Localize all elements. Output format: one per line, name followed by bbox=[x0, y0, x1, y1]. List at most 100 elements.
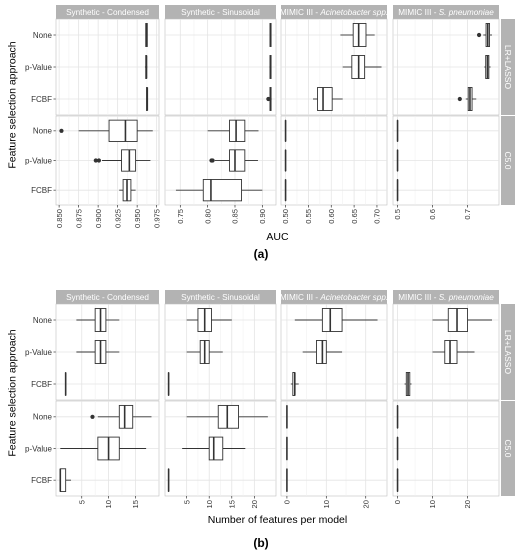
chart-a-xlabel: AUC bbox=[266, 231, 289, 243]
chart-a-column-label: MIMIC III - S. pneumoniae bbox=[398, 8, 494, 17]
chart-a-x-tick-label: 0.90 bbox=[258, 209, 267, 224]
chart-b-column-label-part: MIMIC III - bbox=[280, 293, 320, 302]
chart-a-panel-1-1 bbox=[164, 115, 277, 206]
chart-b-x-tick-label: 15 bbox=[227, 500, 236, 508]
chart-b-box-iqr bbox=[321, 308, 343, 332]
chart-b-x-tick-label: 20 bbox=[361, 500, 370, 508]
chart-a-panel-0-2 bbox=[280, 18, 388, 116]
chart-b-column-label: MIMIC III - Acinetobacter spp. bbox=[280, 293, 388, 302]
chart-b-box-p-value bbox=[302, 340, 343, 364]
chart-b-panel-0-2 bbox=[280, 303, 388, 401]
chart-a-column-strip bbox=[165, 5, 276, 19]
chart-a-column-label-part: Synthetic - Condensed bbox=[66, 8, 149, 17]
chart-a-x-tick-label: 0.900 bbox=[94, 209, 103, 228]
chart-a-x-tick-label: 0.75 bbox=[176, 209, 185, 224]
chart-b-outlier-point bbox=[90, 414, 95, 419]
chart-a-box-p-value bbox=[93, 149, 151, 172]
chart-b-column-label: Synthetic - Sinusoidal bbox=[181, 293, 260, 302]
chart-a-outlier-point bbox=[93, 158, 98, 163]
chart-a-category-label: FCBF bbox=[31, 95, 52, 104]
chart-a-outlier-point bbox=[210, 158, 215, 163]
chart-b-x-tick-label: 10 bbox=[322, 500, 331, 508]
chart-b-category-label: p-Value bbox=[25, 444, 53, 453]
chart-a-column-label: Synthetic - Condensed bbox=[66, 8, 149, 17]
chart-a-column-strip bbox=[56, 5, 159, 19]
chart-a-x-tick-label: 0.950 bbox=[133, 209, 142, 228]
chart-a-outlier-point bbox=[457, 96, 462, 102]
chart-b-column-strip bbox=[393, 290, 499, 304]
chart-a-category-label: None bbox=[33, 127, 53, 136]
chart-a-x-tick-label: 0.6 bbox=[428, 209, 437, 220]
chart-a-box-fcbf bbox=[119, 179, 136, 202]
chart-a-x-tick-label: 0.975 bbox=[152, 209, 161, 228]
chart-b-box-fcbf bbox=[290, 372, 299, 396]
chart-b-box-none bbox=[432, 308, 493, 332]
chart-a-box-none bbox=[269, 23, 272, 47]
chart-b-box-iqr bbox=[444, 340, 458, 364]
chart-b-box-iqr bbox=[208, 436, 224, 461]
chart-a-row-strip bbox=[501, 116, 515, 205]
chart-b-row-label: C5.0 bbox=[503, 440, 513, 458]
chart-a-panel-1-2 bbox=[280, 115, 388, 206]
chart-a-box-iqr bbox=[317, 87, 333, 111]
panel-b-label: (b) bbox=[253, 536, 268, 550]
chart-b-column-label-part: MIMIC III - bbox=[398, 293, 438, 302]
chart-a-row-label: LR+LASSO bbox=[503, 45, 513, 90]
chart-b-x-tick-label: 10 bbox=[104, 500, 113, 508]
chart-b-panel-0-3 bbox=[392, 303, 500, 401]
chart-a-row-strip bbox=[501, 19, 515, 115]
chart-b-x-tick-label: 10 bbox=[428, 500, 437, 508]
chart-a-outlier-point bbox=[59, 128, 64, 133]
chart-b-box-iqr bbox=[447, 308, 468, 332]
chart-a-x-tick-label: 0.925 bbox=[113, 209, 122, 228]
chart-a-panel-1-0 bbox=[55, 115, 160, 206]
chart-b-column-label: MIMIC III - S. pneumoniae bbox=[398, 293, 494, 302]
chart-b-box-none bbox=[186, 404, 268, 429]
chart-a-column-label-part: Synthetic - Sinusoidal bbox=[181, 8, 260, 17]
chart-a-column-label-part: S. pneumoniae bbox=[439, 8, 495, 17]
chart-a-category-label: None bbox=[33, 31, 53, 40]
chart-b-box-none bbox=[76, 308, 120, 332]
chart-a-box-iqr bbox=[352, 23, 367, 47]
chart-b-x-tick-label: 20 bbox=[463, 500, 472, 508]
chart-a-box-none bbox=[340, 23, 375, 47]
chart-a-box-none bbox=[207, 119, 259, 142]
chart-a-auc: Feature selection approach AUC Synthetic -… bbox=[7, 5, 515, 243]
chart-b-category-label: None bbox=[33, 316, 53, 325]
chart-a-x-tick-label: 0.55 bbox=[304, 209, 313, 224]
panel-a-label: (a) bbox=[254, 247, 269, 261]
chart-a-column-strip bbox=[281, 5, 387, 19]
chart-b-column-label-part: Acinetobacter spp. bbox=[319, 293, 388, 302]
chart-a-panel-1-3 bbox=[392, 115, 500, 206]
chart-a-column-strip bbox=[393, 5, 499, 19]
chart-b-category-label: None bbox=[33, 413, 53, 422]
chart-a-box-none bbox=[59, 119, 153, 142]
chart-b-box-p-value bbox=[60, 436, 147, 461]
chart-b-panel-0-1 bbox=[164, 303, 277, 401]
chart-b-box-p-value bbox=[186, 340, 223, 364]
chart-b-column-strip bbox=[56, 290, 159, 304]
chart-b-box-iqr bbox=[316, 340, 327, 364]
chart-a-box-p-value bbox=[144, 55, 148, 79]
chart-a-column-label-part: Acinetobacter spp. bbox=[319, 8, 388, 17]
chart-b-x-tick-label: 0 bbox=[393, 500, 402, 504]
chart-a-x-tick-label: 0.80 bbox=[203, 209, 212, 224]
chart-a-column-label: MIMIC III - Acinetobacter spp. bbox=[280, 8, 388, 17]
chart-b-column-label: Synthetic - Condensed bbox=[66, 293, 149, 302]
chart-b-category-label: p-Value bbox=[25, 348, 53, 357]
chart-a-category-label: p-Value bbox=[25, 63, 53, 72]
chart-a-column-label-part: MIMIC III - bbox=[398, 8, 438, 17]
chart-a-column-label: Synthetic - Sinusoidal bbox=[181, 8, 260, 17]
chart-a-ylabel: Feature selection approach bbox=[7, 41, 19, 168]
chart-b-box-iqr bbox=[217, 404, 239, 429]
chart-b-panel-1-3 bbox=[392, 400, 500, 497]
chart-a-box-fcbf bbox=[312, 87, 343, 111]
chart-b-column-label-part: Synthetic - Condensed bbox=[66, 293, 149, 302]
chart-b-column-strip bbox=[165, 290, 276, 304]
chart-b-box-iqr bbox=[118, 404, 134, 429]
chart-a-box-iqr bbox=[229, 119, 246, 142]
chart-a-x-tick-label: 0.60 bbox=[327, 209, 336, 224]
chart-b-box-p-value bbox=[182, 436, 246, 461]
chart-a-outlier-point bbox=[96, 158, 102, 163]
chart-b-column-label-part: S. pneumoniae bbox=[439, 293, 495, 302]
